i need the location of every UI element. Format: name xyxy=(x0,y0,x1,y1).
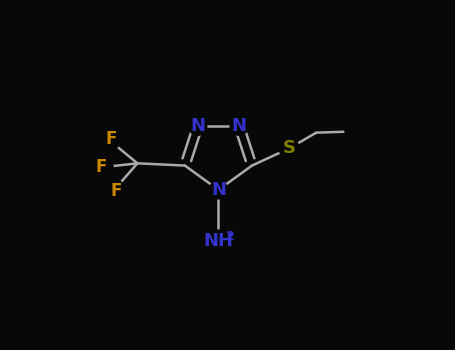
Text: F: F xyxy=(110,182,121,200)
Text: S: S xyxy=(283,139,296,158)
Circle shape xyxy=(189,117,207,135)
Text: F: F xyxy=(106,130,117,148)
Text: F: F xyxy=(96,158,107,176)
Text: N: N xyxy=(190,117,205,135)
Text: N: N xyxy=(211,181,226,199)
Circle shape xyxy=(209,181,228,199)
Circle shape xyxy=(279,139,299,158)
Circle shape xyxy=(107,180,124,196)
Circle shape xyxy=(97,159,113,175)
Text: N: N xyxy=(232,117,247,135)
Circle shape xyxy=(230,117,248,135)
Text: 2: 2 xyxy=(226,230,235,243)
Text: NH: NH xyxy=(203,232,233,250)
Circle shape xyxy=(103,134,119,150)
